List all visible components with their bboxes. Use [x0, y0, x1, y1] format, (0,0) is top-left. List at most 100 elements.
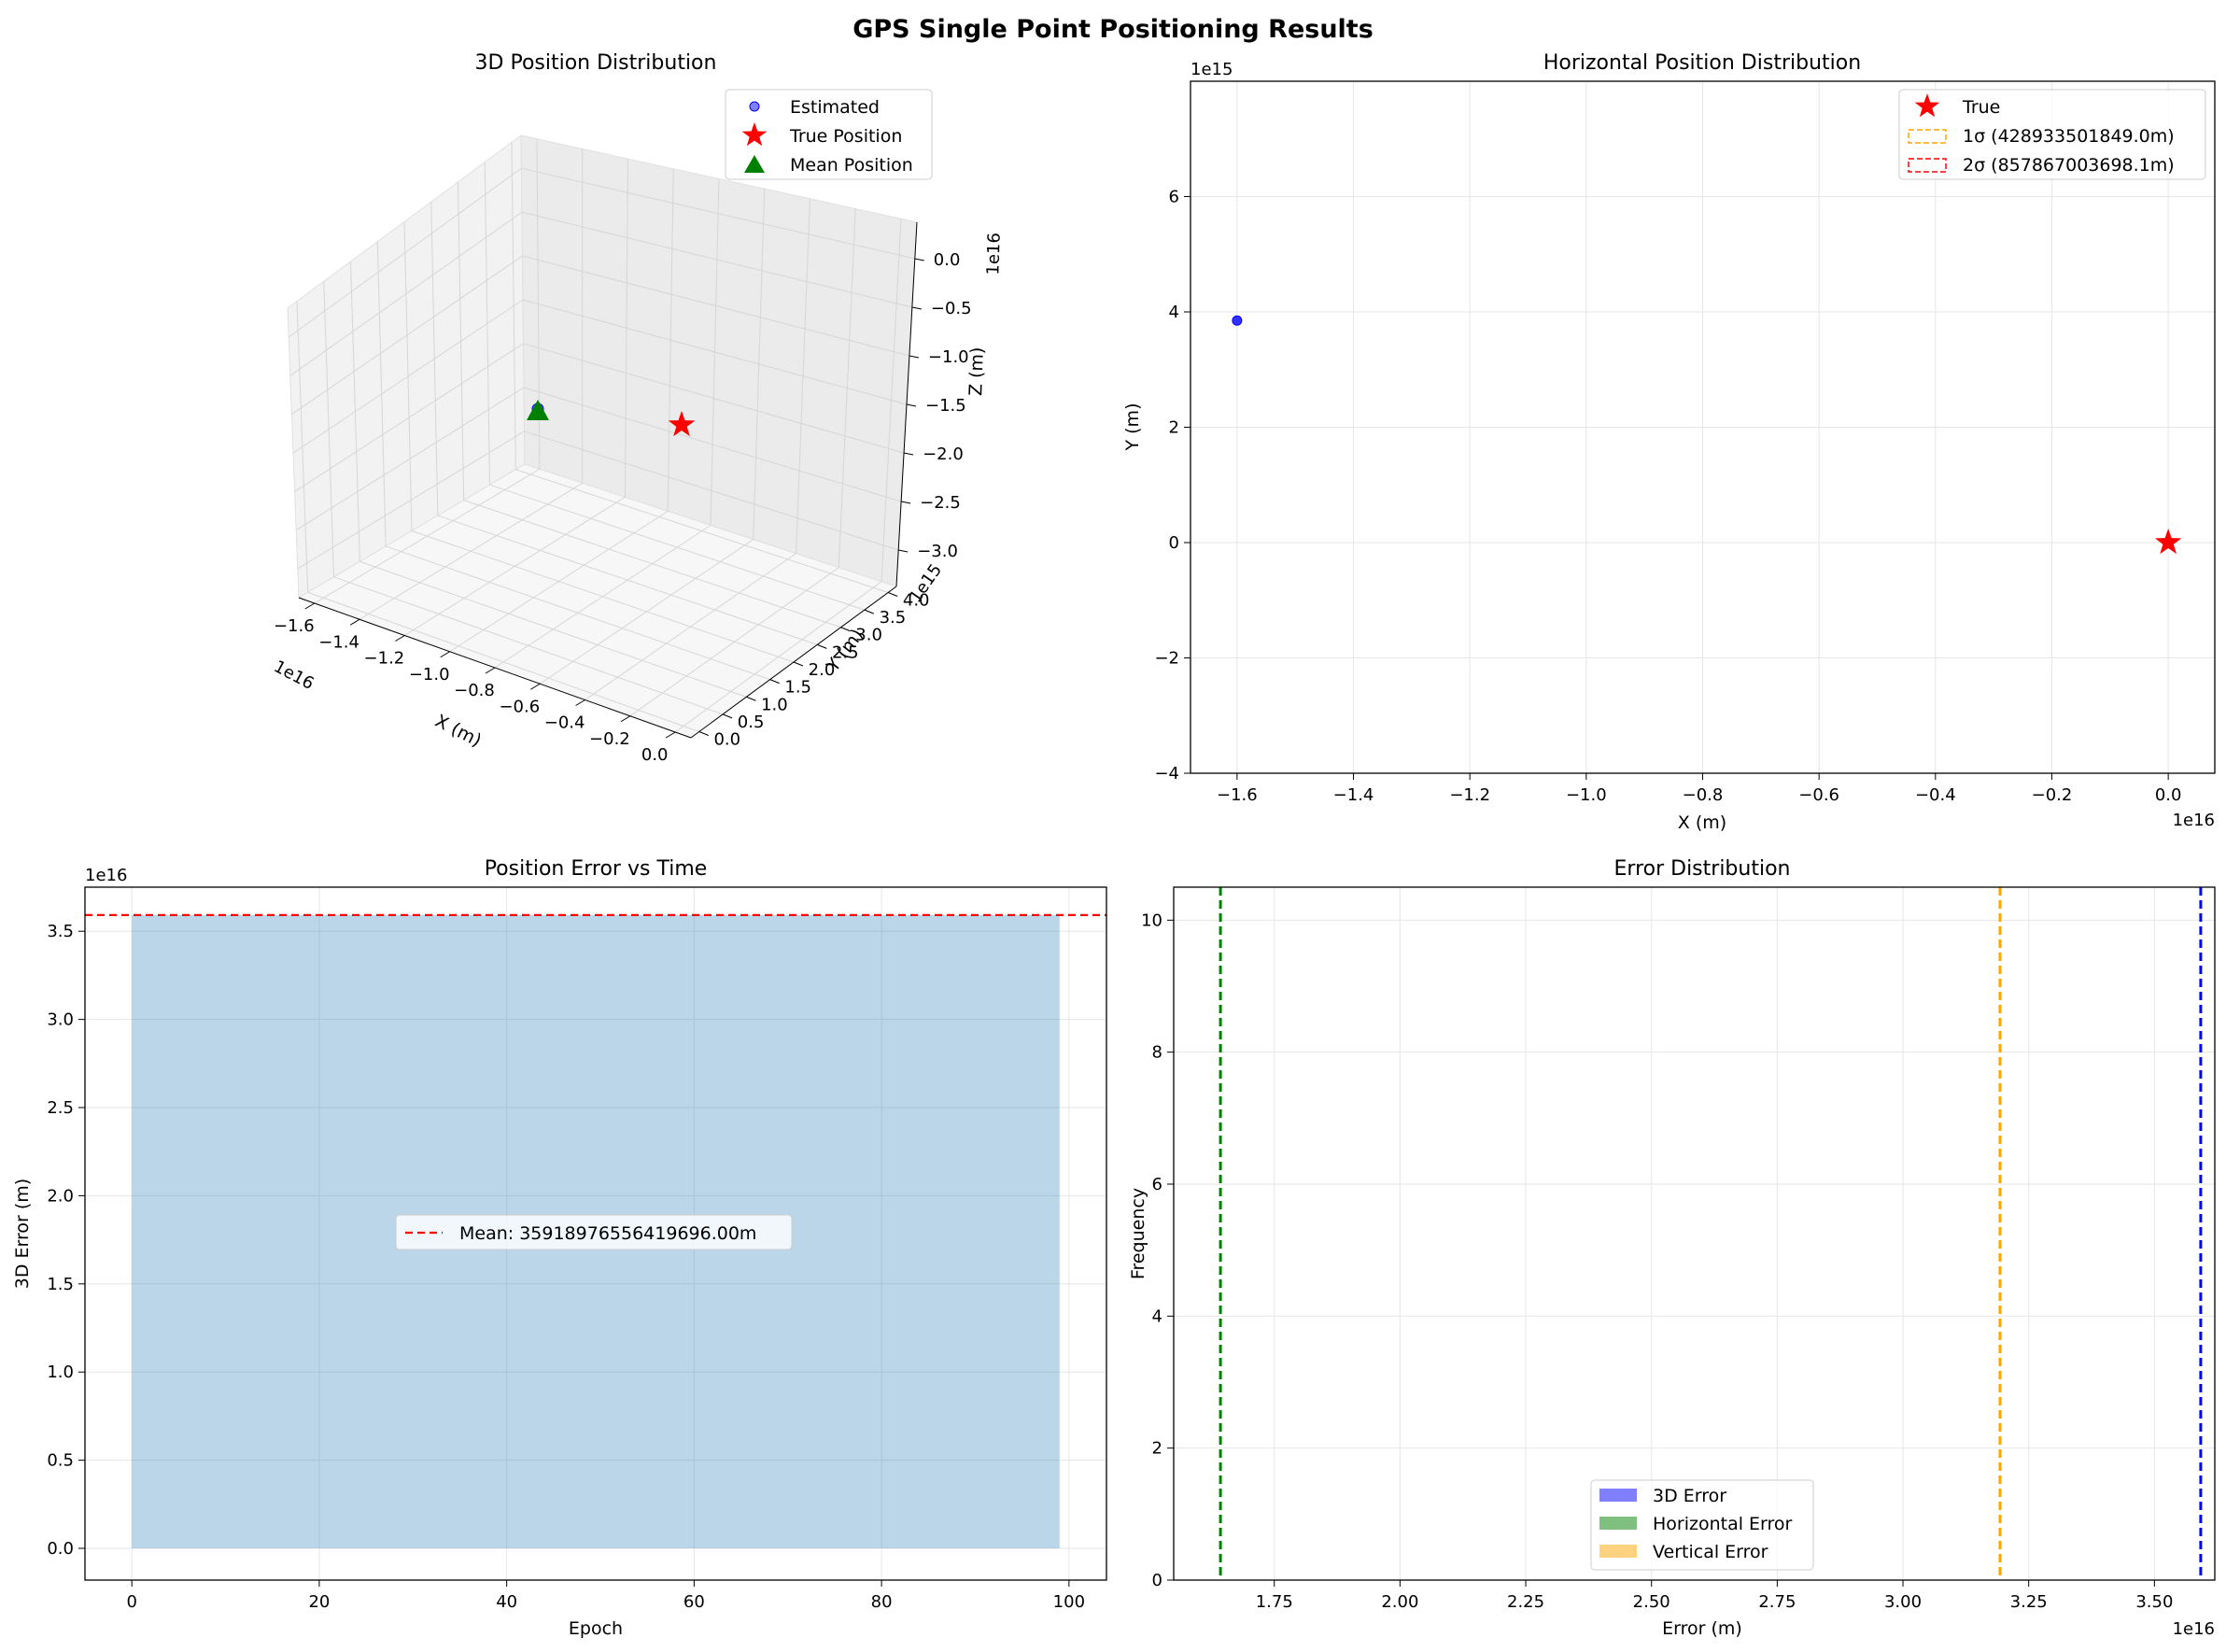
- legend-estimated: Estimated: [790, 97, 880, 118]
- z-tick-label-3d: 0.0: [934, 250, 961, 270]
- z-tick-label-3d: −2.0: [923, 445, 964, 464]
- legend-frame-horizontal: [1898, 89, 2206, 180]
- z-tick-label-3d: −1.5: [925, 396, 966, 416]
- x-tick-3d: [440, 651, 450, 658]
- y-tick-label-error-distribution: 4: [1152, 1306, 1162, 1326]
- z-tick-3d: [906, 403, 917, 407]
- legend-horizontal: True 1σ (428933501849.0m) 2σ (8578670036…: [1898, 89, 2206, 180]
- panel-error-distribution-title: Error Distribution: [1614, 857, 1791, 881]
- x-tick-label-error-time: 60: [683, 1592, 705, 1612]
- grid-line-z-side: [294, 343, 524, 492]
- grid-line-y: [307, 591, 699, 732]
- y-tick-label-3d: 4.0: [903, 590, 930, 610]
- x-ticks-3d: −1.6−1.4−1.2−1.0−0.8−0.6−0.4−0.2 0.0: [274, 602, 676, 765]
- grid-3d: [288, 138, 915, 733]
- x-ticks-error-distribution: 1.75 2.00 2.25 2.50 2.75 3.00 3.25 3.50: [1256, 1580, 2173, 1612]
- panel-error-vs-time: Position Error vs Time 0 20 40 60 80 100 0.00…: [12, 857, 1107, 1639]
- panel-3d-position: 3D Position Distribution −1.6−1.4−1.2−1.…: [271, 51, 1005, 765]
- y-ticks-error-distribution: 0 2 4 6 8 10: [1141, 911, 1174, 1590]
- y-tick-label-3d: 3.0: [855, 626, 882, 645]
- grid-line-z: [523, 387, 902, 502]
- legend-swatch-horizontal-error: [1599, 1517, 1637, 1530]
- legend-mean: Mean: 35918976556419696.00m: [459, 1223, 756, 1244]
- y-tick-label-horizontal: −4: [1154, 764, 1179, 784]
- x-tick-label-error-distribution: 3.50: [2135, 1592, 2173, 1612]
- y-tick-label-horizontal: 6: [1169, 188, 1179, 207]
- y-offset-label-error-time: 1e16: [85, 866, 127, 885]
- x-tick-label-error-time: 80: [871, 1592, 893, 1612]
- x-tick-label-error-distribution: 2.75: [1758, 1592, 1796, 1612]
- y-tick-label-horizontal: 0: [1169, 533, 1179, 553]
- y-ticks-horizontal: −4 −2 0 2 4 6: [1154, 188, 1190, 784]
- grid-line-z-side: [288, 167, 522, 338]
- legend-2sigma: 2σ (857867003698.1m): [1963, 155, 2175, 176]
- y-tick-label-horizontal: −2: [1154, 649, 1179, 669]
- mean-position-marker-3d: [527, 400, 549, 420]
- legend-swatch-true: [1914, 93, 1940, 118]
- x-tick-label-error-distribution: 2.50: [1633, 1592, 1670, 1612]
- legend-frame-3d: [725, 89, 933, 180]
- estimated-point-horizontal: [1232, 315, 1243, 326]
- x-tick-label-error-time: 40: [496, 1592, 517, 1612]
- y-axis-label-error-distribution: Frequency: [1128, 1188, 1148, 1279]
- z-tick-3d: [903, 452, 914, 456]
- legend-swatch-mean-position: [744, 155, 765, 173]
- x-tick-label-horizontal: −0.2: [2032, 785, 2073, 805]
- grid-line-y: [411, 530, 795, 663]
- x-axis-label-error-time: Epoch: [569, 1618, 623, 1639]
- y-tick-label-error-time: 2.0: [47, 1186, 74, 1206]
- true-position-marker-horizontal: [2154, 529, 2182, 555]
- legend-swatch-true-position: [741, 122, 768, 147]
- y-tick-3d: [793, 661, 804, 667]
- z-tick-3d: [901, 501, 911, 504]
- x-tick-label-error-distribution: 3.00: [1884, 1592, 1922, 1612]
- y-tick-label-3d: 1.0: [761, 695, 788, 714]
- x-tick-label-error-distribution: 2.00: [1381, 1592, 1418, 1612]
- y-tick-label-3d: 2.0: [809, 660, 836, 680]
- y-tick-label-error-time: 3.0: [47, 1010, 74, 1030]
- z-tick-3d: [914, 258, 924, 261]
- y-tick-label-error-time: 3.5: [47, 922, 74, 941]
- x-tick-label-3d: −0.8: [454, 681, 495, 700]
- panel-horizontal-position: Horizontal Position Distribution −1.6 −1.…: [1122, 51, 2216, 833]
- x-tick-label-horizontal: −1.2: [1449, 785, 1490, 805]
- grid-line-z-side: [291, 255, 523, 416]
- y-ticks-error-time: 0.0 0.5 1.0 1.5 2.0 2.5 3.0 3.5: [47, 922, 85, 1559]
- grid-error-distribution: [1174, 887, 2215, 1581]
- y-tick-label-3d: 0.5: [738, 713, 765, 732]
- x-ticks-error-time: 0 20 40 60 80 100: [126, 1580, 1085, 1612]
- x-tick-3d: [349, 618, 360, 626]
- x-tick-label-3d: 0.0: [641, 745, 669, 765]
- x-tick-label-horizontal: −0.6: [1798, 785, 1839, 805]
- x-tick-label-3d: −1.2: [364, 649, 405, 669]
- legend-swatch-1sigma: [1908, 129, 1947, 144]
- x-tick-label-3d: −0.4: [544, 713, 585, 733]
- y-axis-label-horizontal: Y (m): [1122, 403, 1143, 452]
- panel-error-distribution: Error Distribution 1.75 2.00 2.25 2.50 2.75 3…: [1128, 857, 2216, 1639]
- legend-swatch-3d-error: [1599, 1489, 1637, 1502]
- grid-line-y: [437, 515, 818, 645]
- grid-line-z: [522, 299, 908, 405]
- x-tick-label-horizontal: −0.4: [1915, 785, 1956, 805]
- x-tick-3d: [575, 699, 585, 706]
- z-tick-label-3d: −3.0: [917, 542, 958, 561]
- x-tick-3d: [485, 667, 496, 674]
- y-tick-label-error-time: 1.0: [47, 1363, 74, 1382]
- legend-error-distribution: 3D Error Horizontal Error Vertical Error: [1590, 1479, 1814, 1571]
- x-offset-label-horizontal: 1e16: [2173, 811, 2215, 830]
- x-tick-label-error-distribution: 2.25: [1507, 1592, 1544, 1612]
- z-tick-label-3d: −2.5: [920, 493, 961, 513]
- x-tick-label-error-distribution: 1.75: [1256, 1592, 1293, 1612]
- y-tick-3d: [888, 592, 898, 597]
- legend-mean-position: Mean Position: [790, 155, 913, 176]
- y-tick-label-horizontal: 2: [1169, 418, 1179, 438]
- x-tick-label-error-time: 20: [308, 1592, 330, 1612]
- y-tick-label-error-time: 1.5: [47, 1275, 74, 1294]
- legend-1sigma: 1σ (428933501849.0m): [1963, 126, 2175, 147]
- x-tick-label-horizontal: −0.8: [1683, 785, 1724, 805]
- x-tick-label-error-time: 0: [126, 1592, 136, 1612]
- legend-3d: Estimated True Position Mean Position: [725, 89, 933, 180]
- panel-horizontal-title: Horizontal Position Distribution: [1543, 51, 1861, 75]
- y-tick-label-error-time: 2.5: [47, 1098, 74, 1118]
